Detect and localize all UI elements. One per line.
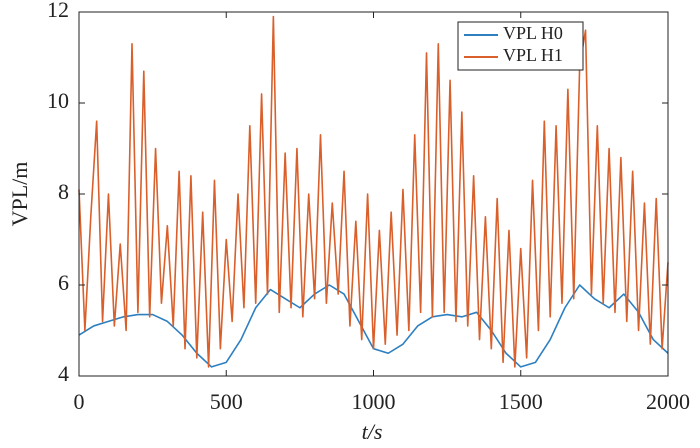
x-tick-label: 500 [210,389,243,414]
x-tick-label: 1500 [499,389,543,414]
y-tick-label: 4 [58,361,69,386]
legend-label: VPL H0 [503,23,563,43]
y-tick-label: 6 [58,270,69,295]
legend-label: VPL H1 [503,45,563,65]
legend-box [457,21,584,71]
y-tick-label: 12 [47,0,69,22]
x-axis-label: t/s [362,419,383,444]
x-tick-label: 2000 [646,389,690,414]
data-line [78,284,669,368]
y-tick-label: 8 [58,179,69,204]
data-line [78,15,669,368]
y-tick-label: 10 [47,88,69,113]
x-tick-label: 1000 [352,389,396,414]
x-tick-label: 0 [74,389,85,414]
y-axis-label: VPL/m [7,162,32,227]
